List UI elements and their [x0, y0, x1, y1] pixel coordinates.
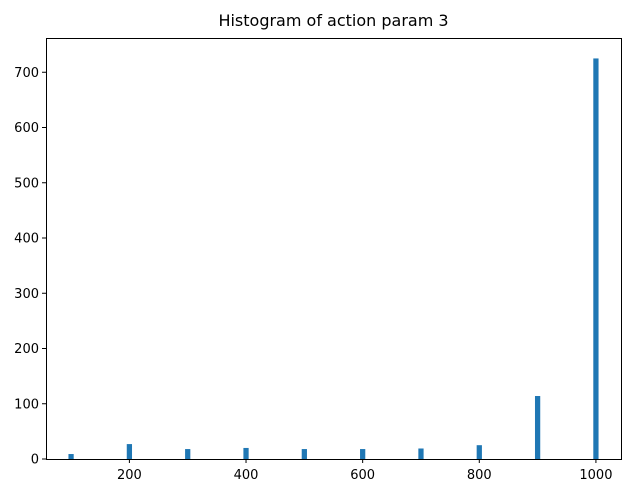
x-tick-label: 1000 — [579, 468, 612, 483]
histogram-bar — [418, 448, 424, 459]
plot-frame — [46, 38, 622, 460]
y-tick-label: 500 — [14, 176, 39, 191]
y-tick-label: 100 — [14, 397, 39, 412]
histogram-bar — [185, 449, 191, 459]
histogram-bar — [301, 449, 307, 459]
y-tick-label: 600 — [14, 121, 39, 136]
x-tick-label: 600 — [350, 468, 375, 483]
histogram-bar — [476, 445, 482, 459]
chart-title: Histogram of action param 3 — [218, 11, 448, 30]
x-tick-label: 800 — [467, 468, 492, 483]
histogram-bar — [360, 449, 366, 459]
histogram-bar — [243, 447, 249, 459]
y-tick-label: 200 — [14, 342, 39, 357]
y-axis-ticks: 0 100 200 300 400 500 600 700 — [14, 66, 46, 468]
bars-group — [68, 58, 599, 459]
x-tick-label: 400 — [234, 468, 259, 483]
x-axis-ticks: 200 400 600 800 1000 — [117, 459, 612, 483]
y-tick-label: 0 — [31, 453, 39, 468]
histogram-bar — [534, 396, 541, 459]
histogram-bar — [68, 454, 74, 459]
y-tick-label: 300 — [14, 287, 39, 302]
x-tick-label: 200 — [117, 468, 142, 483]
histogram-bar — [126, 444, 133, 459]
histogram-bar — [593, 58, 599, 459]
y-tick-label: 700 — [14, 66, 39, 81]
y-tick-label: 400 — [14, 232, 39, 247]
